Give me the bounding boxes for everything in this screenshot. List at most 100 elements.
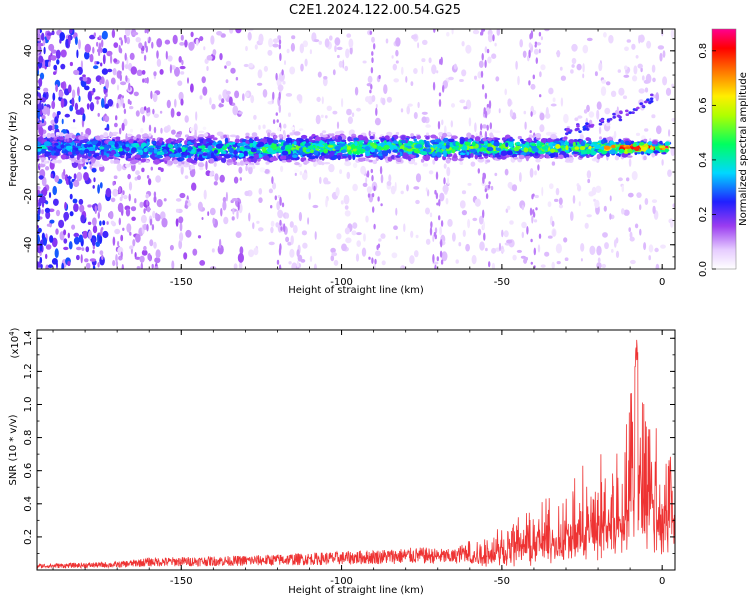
spectrogram-noise-blob [102, 54, 106, 65]
spectrogram-noise-blob [337, 54, 340, 59]
spectrogram-noise-blob [318, 40, 322, 45]
spectrogram-ridge-blob [216, 131, 224, 137]
spectrogram-ridge-blob [178, 143, 183, 147]
spectrogram-ridge-blob [81, 147, 86, 151]
spectrogram-noise-blob [596, 101, 602, 110]
spectrogram-branch-blob [612, 112, 616, 116]
spectrogram-ridge-blob [140, 127, 144, 134]
spectrogram-ridge-blob [568, 139, 575, 144]
spectrogram-noise-blob [85, 262, 91, 269]
spectrogram-noise-blob [285, 93, 293, 97]
spectrogram-noise-blob [73, 179, 80, 188]
spectrogram-noise-blob [275, 222, 280, 228]
spectrogram-streak-blob [119, 127, 122, 135]
spectrogram-noise-blob [643, 242, 647, 251]
spectrogram-ridge-blob [50, 136, 54, 142]
spectrogram-ridge-blob [614, 155, 620, 161]
spectrogram-branch-blob [639, 102, 643, 106]
spectrogram-ridge-blob [95, 143, 100, 147]
spectrogram-streak-blob [150, 90, 153, 100]
spectrogram-noise-blob [474, 122, 477, 133]
spectrogram-ridge-blob [425, 136, 430, 140]
spectrogram-noise-blob [470, 161, 476, 167]
spectrogram-ridge-blob [229, 134, 237, 138]
spectrogram-noise-blob [167, 55, 173, 62]
spectrogram-noise-blob [51, 30, 55, 36]
spectrogram-noise-blob [210, 35, 215, 45]
spectrogram-streak-blob [153, 126, 157, 134]
spectrogram-noise-blob [78, 39, 81, 50]
colorbar-tick-label: 0.4 [698, 152, 709, 168]
spectrogram-noise-blob [220, 207, 223, 217]
spectrogram-streak-blob [537, 164, 540, 171]
spectrogram-noise-blob [631, 171, 638, 181]
spectrogram-ridge-blob [54, 142, 59, 146]
spectrogram-noise-blob [498, 242, 502, 252]
spectrogram-noise-blob [582, 63, 585, 73]
spectrogram-streak-blob [435, 171, 439, 180]
spectrogram-streak-blob [143, 208, 146, 214]
spectrogram-ridge-blob [113, 159, 120, 164]
spectrogram-noise-blob [40, 264, 43, 269]
spectrogram-noise-blob [212, 217, 216, 225]
spectrogram-ridge-blob [344, 161, 352, 167]
spectrogram-noise-blob [207, 211, 210, 217]
spectrogram-noise-blob [604, 107, 611, 115]
spectrogram-streak-blob [438, 199, 441, 207]
spectrogram-noise-blob [80, 214, 86, 224]
spectrogram-ridge-blob [110, 149, 116, 155]
spectrogram-noise-blob [45, 210, 51, 220]
spectrogram-ridge-blob [141, 142, 147, 147]
spectrogram-ridge-blob [38, 155, 46, 158]
spectrogram-ridge-blob [164, 159, 168, 164]
spectrogram-ridge-blob [304, 143, 312, 146]
spectrogram-streak-blob [368, 130, 371, 137]
spectrogram-ridge-blob [469, 148, 477, 153]
spectrogram-noise-blob [289, 66, 296, 75]
spectrogram-noise-blob [283, 123, 287, 129]
spectrogram-noise-blob [60, 49, 67, 58]
spectrogram-streak-blob [488, 181, 491, 185]
spectrogram-ridge-blob [393, 145, 398, 149]
spectrogram-noise-blob [556, 261, 561, 265]
spectrogram-noise-blob [330, 255, 335, 262]
spectrogram-noise-blob [652, 77, 656, 83]
spectrogram-noise-blob [302, 172, 308, 181]
spectrogram-noise-blob [468, 117, 472, 127]
spectrogram-noise-blob [594, 71, 598, 77]
spectrogram-ridge-blob [84, 159, 89, 163]
spectrogram-noise-blob [155, 249, 161, 259]
spectrogram-noise-blob [503, 230, 509, 238]
spectrogram-noise-blob [403, 223, 406, 232]
spectrogram-ridge-blob [391, 154, 395, 160]
spectrogram-noise-blob [47, 125, 54, 132]
spectrogram-ridge-blob [259, 167, 266, 173]
spectrogram-noise-blob [637, 63, 643, 69]
spectrogram-noise-blob [432, 234, 435, 242]
spectrogram-noise-blob [142, 115, 146, 123]
spectrogram-ridge-blob [180, 161, 185, 165]
spectrogram-noise-blob [76, 254, 80, 261]
spectrogram-noise-blob [356, 232, 362, 236]
spectrogram-streak-blob [432, 81, 436, 91]
spectrogram-ridge-blob [664, 148, 669, 153]
spectrogram-noise-blob [501, 248, 505, 253]
spectrogram-noise-blob [624, 46, 629, 52]
spectrogram-noise-blob [248, 249, 255, 258]
spectrogram-noise-blob [38, 43, 41, 53]
spectrogram-noise-blob [199, 36, 204, 42]
spectrogram-noise-blob [605, 81, 611, 86]
spectrogram-noise-blob [84, 43, 92, 54]
spectrogram-noise-blob [233, 263, 238, 269]
spectrogram-noise-blob [270, 226, 274, 234]
spectrogram-ridge-blob [569, 143, 574, 147]
spectrogram-ridge-blob [178, 161, 182, 167]
spectrogram-noise-blob [248, 212, 251, 222]
spectrogram-streak-blob [477, 168, 480, 174]
spectrogram-noise-blob [360, 165, 366, 175]
spectrogram-noise-blob [85, 246, 90, 253]
spectrogram-noise-blob [563, 237, 568, 243]
spectrogram-noise-blob [59, 32, 65, 41]
spectrogram-ridge-blob [565, 145, 569, 151]
